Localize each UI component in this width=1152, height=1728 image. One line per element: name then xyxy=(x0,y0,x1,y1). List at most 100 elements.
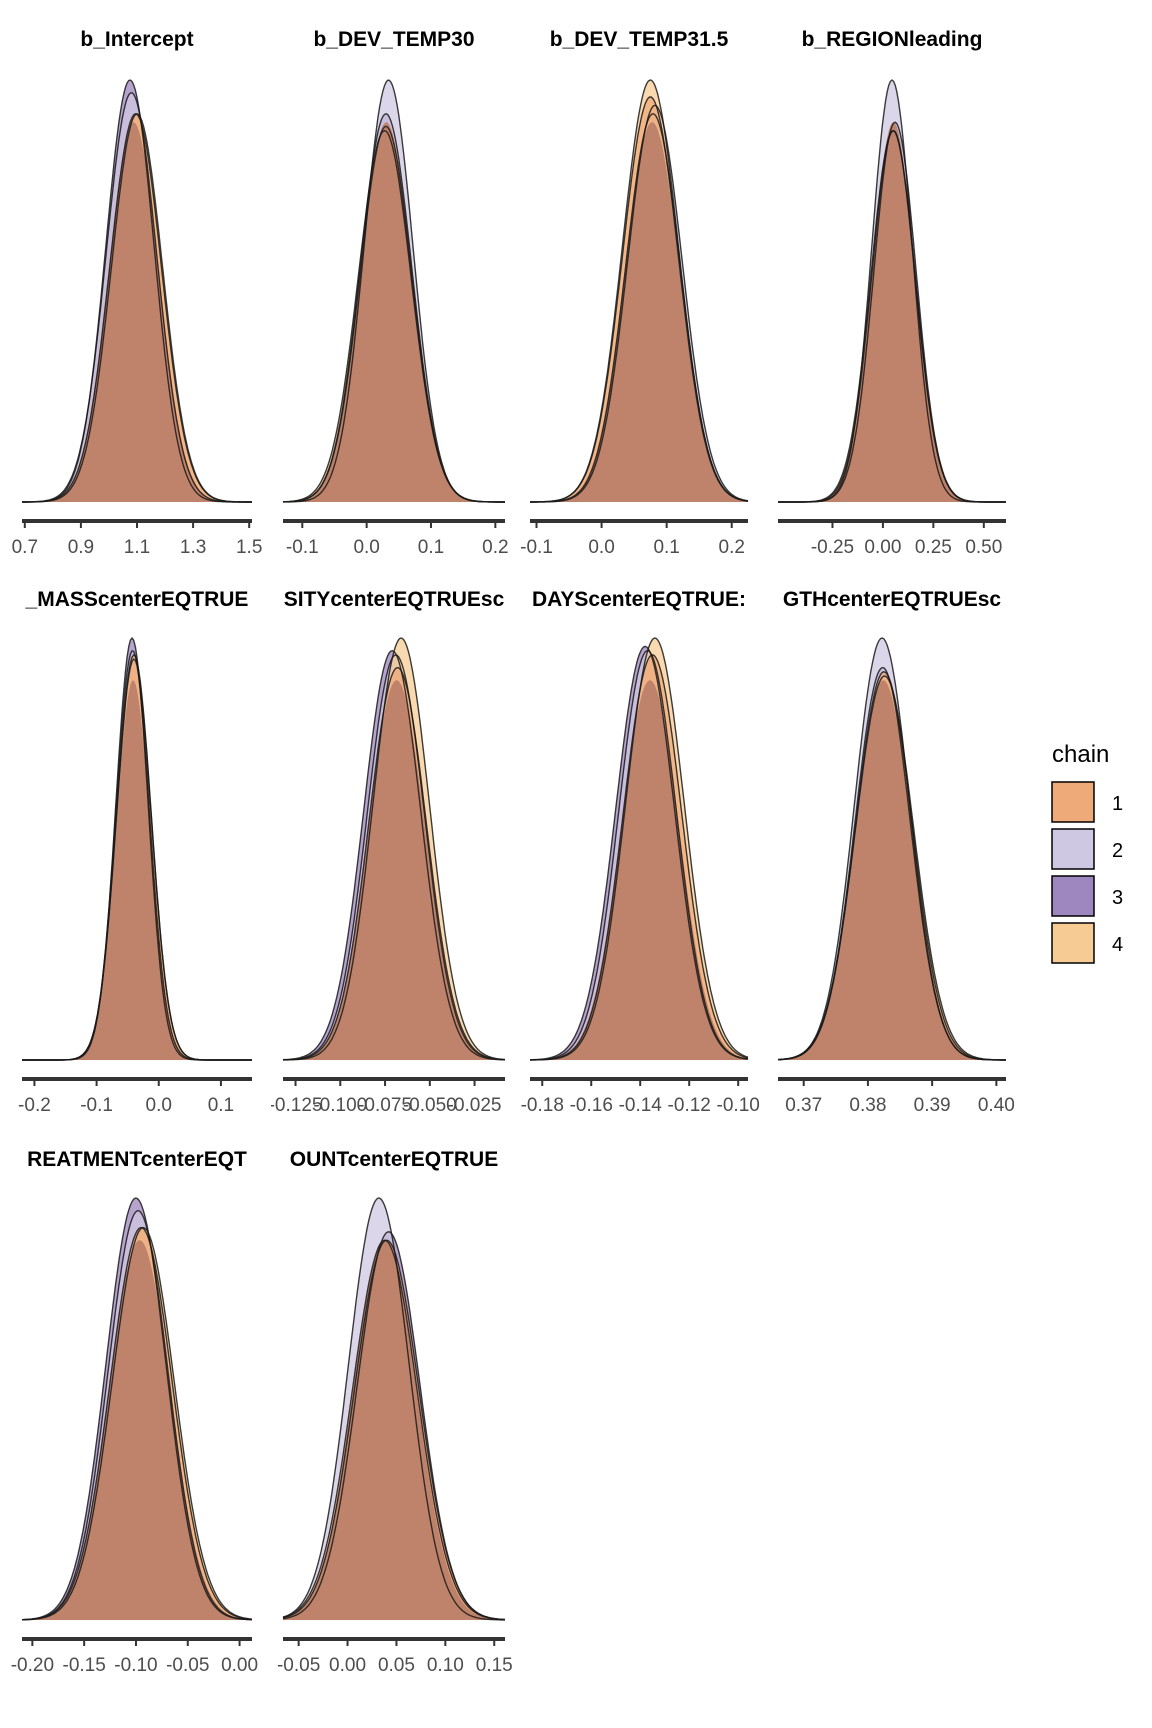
density-outline-chain-4 xyxy=(529,79,749,503)
density-outline-chain-4 xyxy=(22,113,252,503)
legend-label-3: 3 xyxy=(1112,887,1123,909)
legend-swatch-3 xyxy=(1051,875,1095,917)
density-outline-chain-3 xyxy=(530,645,749,1061)
density-blend xyxy=(283,680,505,1060)
x-tick-label: 0.15 xyxy=(476,1655,513,1676)
panel-title: _MASScenterEQTRUE xyxy=(25,588,249,611)
density-outline-chain-4 xyxy=(22,1226,253,1621)
x-tick-label: 0.1 xyxy=(653,537,679,558)
x-tick-label: -0.18 xyxy=(521,1095,564,1116)
panel-3: b_DEV_TEMP31.5 -0.1 0.0 0.1 0.2 xyxy=(520,28,749,558)
panel-title: REATMENTcenterEQT xyxy=(27,1148,247,1171)
x-tick-label: -0.10 xyxy=(717,1095,760,1116)
x-tick-label: 0.2 xyxy=(719,537,745,558)
x-tick-label: -0.2 xyxy=(18,1095,51,1116)
x-tick-label: 0.00 xyxy=(864,537,901,558)
x-tick-label: 0.0 xyxy=(353,537,379,558)
facet-panels: b_Intercept 0.7 0.9 1.1 1.3 1.5 b_DEV_TEMP30 -0… xyxy=(11,28,1015,1676)
panel-title: b_DEV_TEMP30 xyxy=(313,28,474,51)
x-tick-label: -0.20 xyxy=(11,1655,54,1676)
x-tick-label: -0.14 xyxy=(619,1095,663,1116)
x-tick-label: 0.9 xyxy=(68,537,94,558)
density-outline-chain-1 xyxy=(282,666,506,1061)
x-tick-label: -0.05 xyxy=(166,1655,209,1676)
density-blend xyxy=(283,1240,505,1620)
density-blend xyxy=(22,122,252,502)
panel-title: SITYcenterEQTRUEsc xyxy=(284,588,505,611)
density-blend xyxy=(530,680,748,1060)
x-tick-label: 0.00 xyxy=(221,1655,258,1676)
x-tick-label: -0.1 xyxy=(520,537,553,558)
x-tick-label: -0.1 xyxy=(80,1095,113,1116)
panel-2: b_DEV_TEMP30 -0.1 0.0 0.1 0.2 xyxy=(282,28,509,558)
density-outline-chain-3 xyxy=(282,1231,506,1621)
x-tick-label: -0.12 xyxy=(668,1095,711,1116)
density-outline-chain-2 xyxy=(22,92,252,503)
panel-1: b_Intercept 0.7 0.9 1.1 1.3 1.5 xyxy=(12,28,263,558)
legend-title: chain xyxy=(1052,741,1109,768)
legend-label-1: 1 xyxy=(1112,793,1123,815)
legend-swatch-4 xyxy=(1051,922,1095,964)
density-outline-chain-4 xyxy=(283,637,506,1061)
legend-label-2: 2 xyxy=(1112,840,1123,862)
x-tick-label: 1.3 xyxy=(180,537,206,558)
x-tick-label: -0.100 xyxy=(313,1095,367,1116)
x-tick-label: -0.125 xyxy=(269,1095,323,1116)
x-tick-label: 0.38 xyxy=(849,1095,886,1116)
density-blend xyxy=(22,680,252,1060)
x-tick-label: 0.1 xyxy=(418,537,444,558)
x-tick-label: 0.2 xyxy=(482,537,508,558)
legend-label-4: 4 xyxy=(1112,934,1123,956)
x-tick-label: -0.25 xyxy=(811,537,854,558)
panel-4: b_REGIONleading -0.25 0.00 0.25 0.50 xyxy=(778,28,1006,558)
x-tick-label: -0.1 xyxy=(286,537,319,558)
x-tick-label: 0.1 xyxy=(208,1095,234,1116)
x-tick-label: -0.16 xyxy=(570,1095,613,1116)
panel-8: GTHcenterEQTRUEsc 0.37 0.38 0.39 0.40 xyxy=(777,588,1015,1116)
x-tick-label: -0.075 xyxy=(358,1095,412,1116)
panel-5: _MASScenterEQTRUE -0.2 -0.1 0.0 0.1 xyxy=(18,588,252,1116)
density-outline-chain-4 xyxy=(777,675,1006,1061)
x-tick-label: -0.05 xyxy=(277,1655,320,1676)
panel-9: REATMENTcenterEQT -0.20 -0.15 -0.10 -0.05 0.0… xyxy=(11,1148,258,1676)
density-blend xyxy=(778,122,1006,502)
density-outline-chain-2 xyxy=(530,650,749,1061)
panel-10: OUNTcenterEQTRUE -0.05 0.00 0.05 0.10 0.15 xyxy=(277,1148,513,1676)
density-blend xyxy=(778,680,1006,1060)
density-blend xyxy=(283,122,505,502)
x-tick-label: 0.0 xyxy=(146,1095,172,1116)
density-outline-chain-4 xyxy=(530,637,749,1061)
chain-legend: chain 1 2 3 4 xyxy=(1051,741,1123,964)
x-tick-label: -0.10 xyxy=(114,1655,157,1676)
x-tick-label: -0.050 xyxy=(403,1095,457,1116)
panel-title: GTHcenterEQTRUEsc xyxy=(783,588,1002,611)
x-tick-label: 0.00 xyxy=(329,1655,366,1676)
x-tick-label: 0.37 xyxy=(785,1095,822,1116)
density-outline-chain-4 xyxy=(282,129,505,503)
density-outline-chain-3 xyxy=(22,79,252,503)
legend-swatch-1 xyxy=(1051,781,1095,823)
density-outline-chain-2 xyxy=(283,654,505,1061)
x-tick-label: 1.5 xyxy=(236,537,262,558)
x-tick-label: 0.25 xyxy=(915,537,952,558)
x-tick-label: 0.10 xyxy=(427,1655,464,1676)
density-outline-chain-2 xyxy=(21,1209,253,1621)
panel-title: b_REGIONleading xyxy=(802,28,983,51)
panel-6: SITYcenterEQTRUEsc -0.125-0.100-0.075-0.0… xyxy=(269,588,506,1116)
density-outline-chain-4 xyxy=(282,1239,505,1621)
panel-7: DAYScenterEQTRUE: -0.18 -0.16 -0.14 -0.12 -0.… xyxy=(521,588,760,1116)
density-blend xyxy=(22,1240,252,1620)
density-outline-chain-4 xyxy=(22,658,252,1061)
density-outline-chain-4 xyxy=(778,129,1006,503)
density-outline-chain-2 xyxy=(282,1197,505,1621)
legend-items: 1 2 3 4 xyxy=(1051,781,1123,964)
x-tick-label: 0.0 xyxy=(588,537,614,558)
x-tick-label: 0.40 xyxy=(978,1095,1015,1116)
x-tick-label: 0.7 xyxy=(12,537,38,558)
x-tick-label: 0.39 xyxy=(914,1095,951,1116)
x-tick-label: -0.15 xyxy=(63,1655,106,1676)
panel-title: b_Intercept xyxy=(80,28,193,51)
panel-title: OUNTcenterEQTRUE xyxy=(290,1148,498,1171)
